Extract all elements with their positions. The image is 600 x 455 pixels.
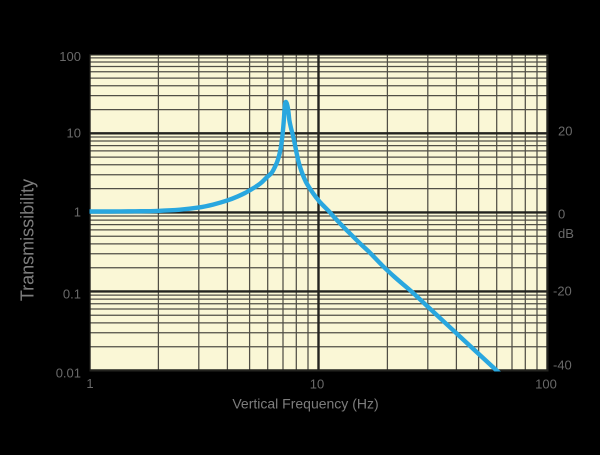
svg-text:10: 10 [310,377,324,392]
svg-text:Vertical Frequency (Hz): Vertical Frequency (Hz) [232,396,378,412]
svg-text:20: 20 [558,124,572,139]
svg-text:-20: -20 [553,284,572,299]
svg-text:1: 1 [86,376,93,391]
svg-text:dB: dB [558,226,574,241]
svg-text:0.01: 0.01 [56,366,81,381]
svg-text:Transmissibility: Transmissibility [18,179,38,301]
svg-text:0.1: 0.1 [63,287,81,302]
svg-text:-40: -40 [553,358,572,373]
svg-text:100: 100 [59,49,81,64]
svg-text:0: 0 [558,207,565,222]
svg-text:100: 100 [535,377,557,392]
svg-text:10: 10 [67,126,81,141]
svg-text:1: 1 [74,205,81,220]
